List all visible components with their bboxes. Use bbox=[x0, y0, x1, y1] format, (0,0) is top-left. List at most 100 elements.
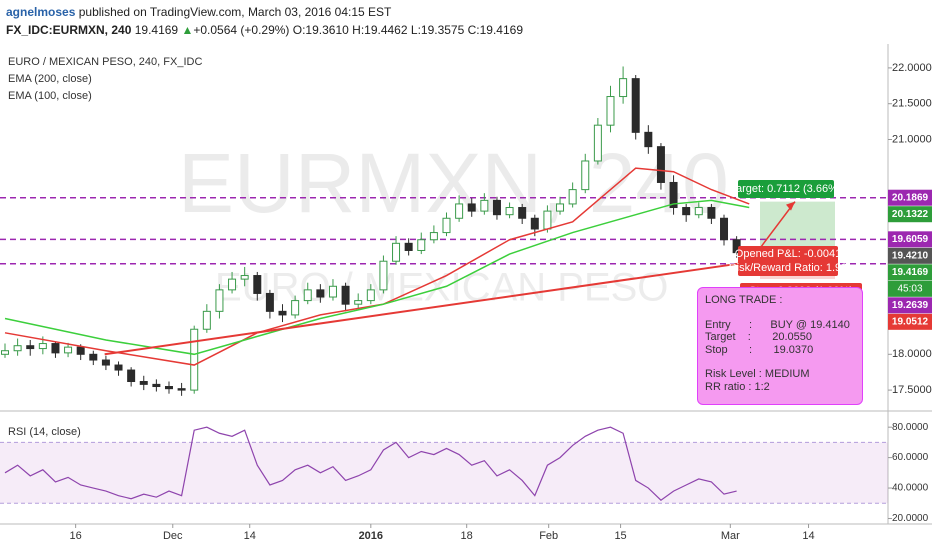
candle-body bbox=[253, 275, 262, 294]
legend-entry: EMA (100, close) bbox=[8, 90, 92, 102]
price-label-box bbox=[888, 247, 932, 264]
candle-body bbox=[392, 242, 401, 262]
low: L:19.3575 bbox=[410, 23, 465, 37]
arrow: ▲ bbox=[181, 23, 194, 37]
x-tick-label: 14 bbox=[244, 530, 256, 542]
candle-body bbox=[379, 260, 388, 291]
candle-body bbox=[152, 383, 161, 388]
note-line: Target : 20.0550 bbox=[705, 331, 813, 343]
candle-body bbox=[404, 242, 413, 251]
candle-body bbox=[429, 232, 438, 241]
note-line: Entry : BUY @ 19.4140 bbox=[705, 318, 850, 331]
candle-body bbox=[164, 386, 173, 390]
candle-body bbox=[202, 310, 211, 330]
ema-line bbox=[4, 199, 750, 356]
countdown-box bbox=[888, 280, 932, 297]
price-label-box bbox=[888, 264, 932, 281]
candle-body bbox=[568, 189, 577, 205]
candle-body bbox=[518, 207, 527, 219]
candle-body bbox=[190, 328, 199, 391]
target-box bbox=[738, 180, 834, 198]
note-line: RR ratio : 1:2 bbox=[705, 380, 770, 393]
trendline bbox=[104, 260, 751, 356]
price-label: 19.0512 bbox=[892, 316, 929, 327]
x-tick-label: 15 bbox=[614, 530, 626, 542]
candle-body bbox=[139, 381, 148, 385]
candle-body bbox=[492, 199, 501, 216]
candle-body bbox=[543, 210, 552, 230]
arrow-head bbox=[786, 201, 795, 211]
candle-body bbox=[631, 78, 640, 133]
rsi-band bbox=[0, 442, 888, 504]
watermark: EURMXN, 240 bbox=[178, 136, 729, 230]
price-label: 19.4210 bbox=[892, 250, 929, 261]
ratio-label: Risk/Reward Ratio: 1.92 bbox=[729, 262, 848, 274]
price-label-box bbox=[888, 297, 932, 314]
candle-body bbox=[38, 343, 47, 350]
x-tick-label: Feb bbox=[539, 530, 558, 542]
change: +0.0564 (+0.29%) bbox=[193, 23, 290, 37]
candle-body bbox=[581, 160, 590, 191]
countdown: 45:03 bbox=[897, 283, 922, 294]
candle-body bbox=[215, 289, 224, 312]
candle-body bbox=[467, 203, 476, 212]
candle-body bbox=[177, 388, 186, 391]
candle-body bbox=[89, 353, 98, 361]
rsi-y-tick-label: 20.0000 bbox=[892, 513, 929, 524]
candle-body bbox=[480, 199, 489, 212]
x-tick-label: 16 bbox=[70, 530, 82, 542]
price-label-box bbox=[888, 189, 932, 206]
gap bbox=[705, 356, 855, 368]
candle-body bbox=[114, 364, 123, 371]
candle-body bbox=[505, 207, 514, 216]
rsi-y-tick-label: 80.0000 bbox=[892, 422, 929, 433]
rsi-title: RSI (14, close) bbox=[8, 426, 81, 438]
candle-body bbox=[76, 346, 85, 355]
price: 19.4169 bbox=[134, 23, 179, 37]
rsi-line bbox=[4, 426, 737, 501]
price-label: 20.1322 bbox=[892, 209, 929, 220]
y-tick-label: 17.5000 bbox=[892, 384, 932, 396]
note-line: Risk Level : MEDIUM bbox=[705, 368, 810, 380]
candle-body bbox=[644, 131, 653, 148]
candle-body bbox=[26, 345, 35, 350]
candle-body bbox=[455, 203, 464, 219]
pnl-label: Opened P&L: -0.0041 bbox=[735, 248, 841, 260]
candle-body bbox=[593, 124, 602, 162]
y-tick-label: 21.5000 bbox=[892, 98, 932, 110]
price-label-box bbox=[888, 206, 932, 223]
high: H:19.4462 bbox=[352, 23, 408, 37]
candle-body bbox=[240, 275, 249, 280]
y-tick-label: 21.0000 bbox=[892, 133, 932, 145]
candle-body bbox=[51, 343, 60, 354]
pnl-box bbox=[738, 246, 838, 276]
price-label-box bbox=[888, 313, 932, 330]
price-label: 19.6059 bbox=[892, 234, 929, 245]
candle-body bbox=[13, 345, 22, 352]
x-tick-label: 2016 bbox=[359, 530, 383, 542]
candle-body bbox=[316, 289, 325, 298]
candle-body bbox=[328, 285, 337, 298]
candle-body bbox=[656, 146, 665, 183]
rsi-y-tick-label: 40.0000 bbox=[892, 483, 929, 494]
user-name[interactable]: agnelmoses bbox=[6, 5, 76, 19]
candle-body bbox=[530, 217, 539, 230]
price-label: 19.2639 bbox=[892, 300, 929, 311]
candle-body bbox=[265, 292, 274, 312]
price-label: 20.1869 bbox=[892, 192, 929, 203]
note-line: Stop : 19.0370 bbox=[705, 343, 814, 356]
x-tick-label: Mar bbox=[721, 530, 740, 542]
candle-body bbox=[417, 239, 426, 251]
trade-note: LONG TRADE : Entry : BUY @ 19.4140 Target … bbox=[697, 287, 863, 405]
candle-body bbox=[669, 181, 678, 209]
symbol: FX_IDC:EURMXN, 240 bbox=[6, 23, 132, 37]
ema-line bbox=[4, 167, 750, 366]
rsi-y-tick-label: 60.0000 bbox=[892, 452, 929, 463]
candle-body bbox=[127, 369, 136, 383]
publish-line: agnelmoses published on TradingView.com,… bbox=[6, 3, 523, 21]
candle-body bbox=[303, 289, 312, 302]
candle-body bbox=[341, 285, 350, 305]
candle-body bbox=[556, 203, 565, 212]
candle-body bbox=[720, 217, 729, 241]
